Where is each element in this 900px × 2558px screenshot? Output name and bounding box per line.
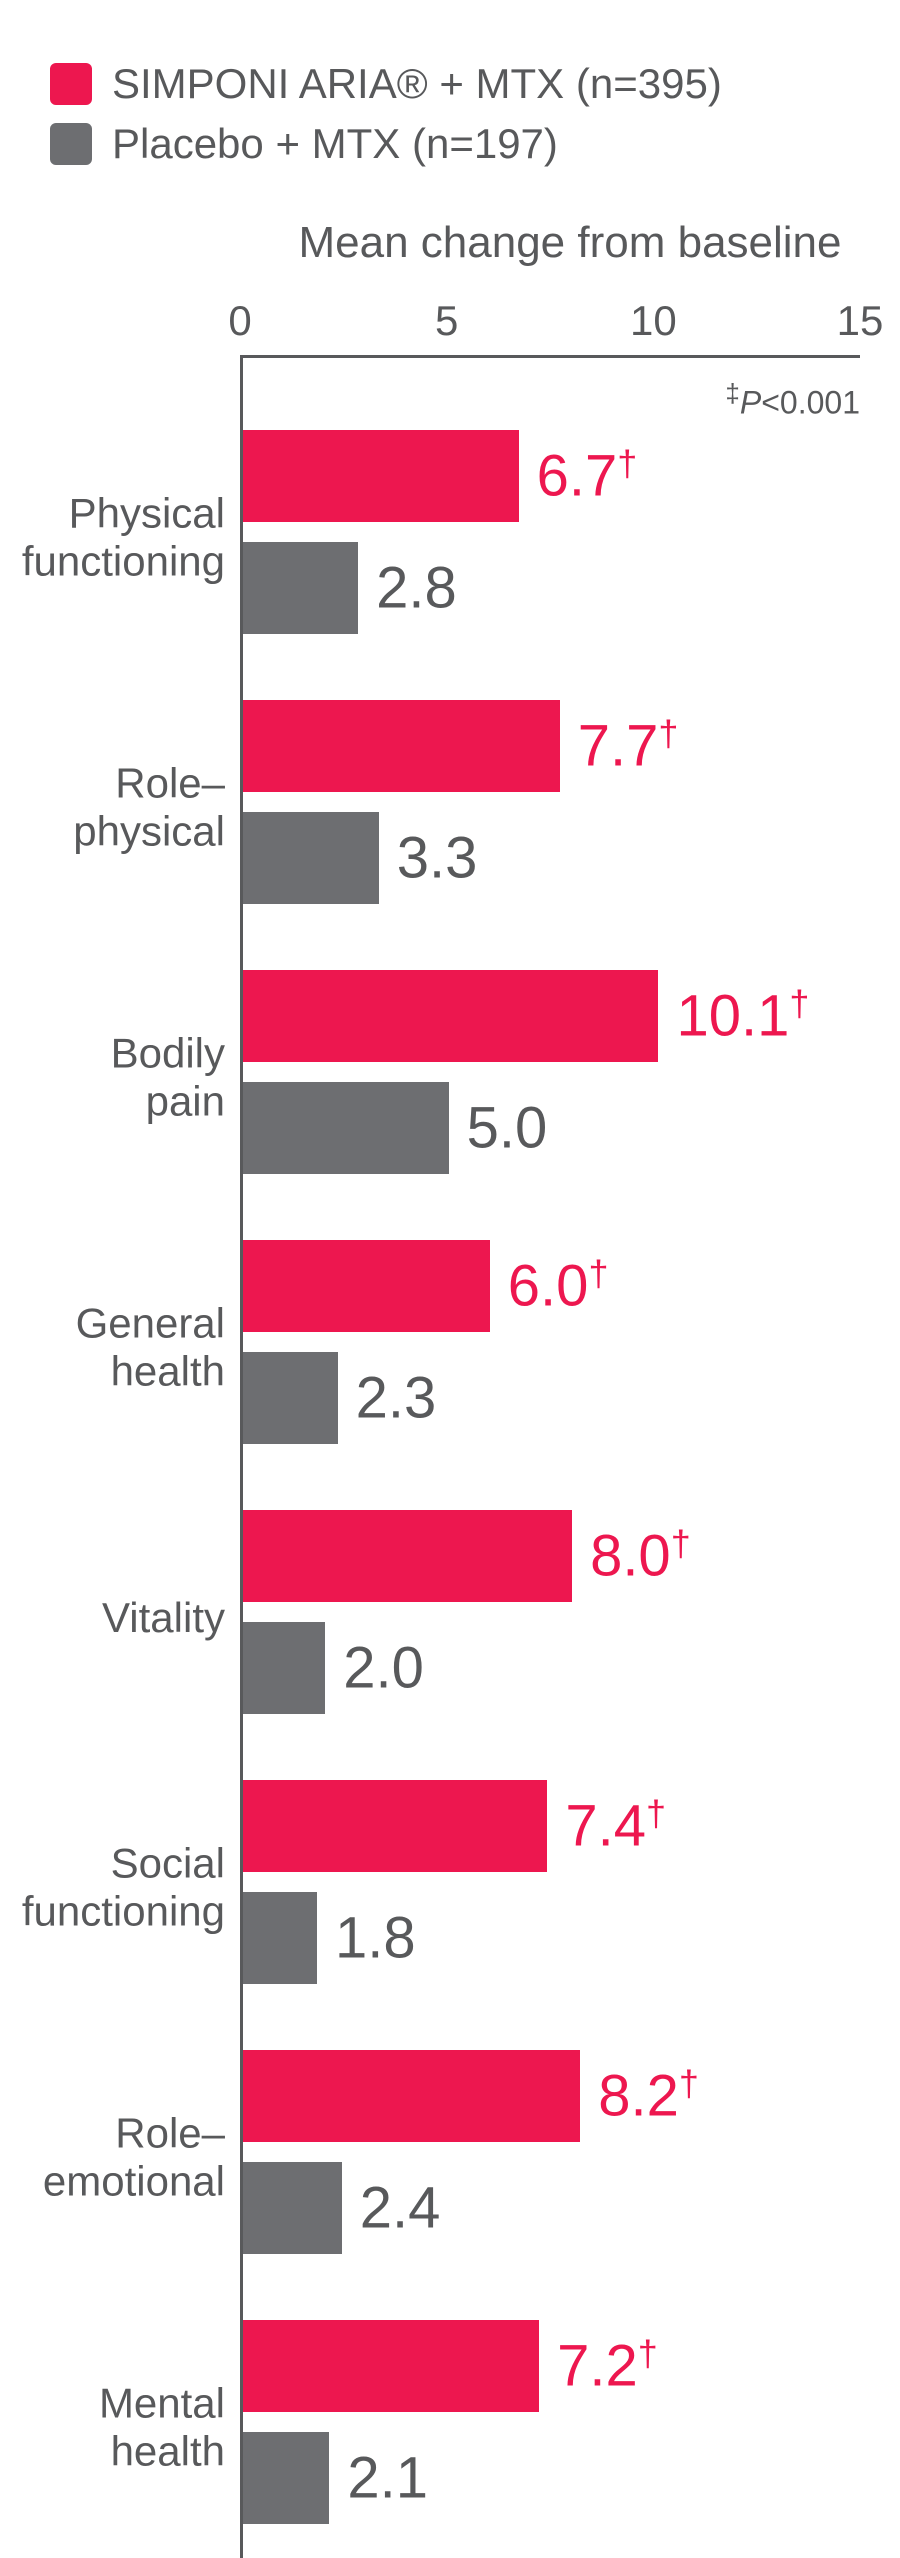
category-label: Bodilypain xyxy=(13,1030,243,1127)
value-label-a: 6.0† xyxy=(490,1252,609,1319)
dagger-symbol: ‡ xyxy=(725,378,739,408)
value-label-b: 5.0 xyxy=(449,1095,548,1162)
legend-swatch-a xyxy=(50,63,92,105)
bar-series-b: 3.3 xyxy=(243,812,379,904)
chart: 051015 ‡P<0.001 Physicalfunctioning6.7†2… xyxy=(0,278,900,2558)
legend: SIMPONI ARIA® + MTX (n=395) Placebo + MT… xyxy=(0,0,900,168)
value-label-a: 7.2† xyxy=(539,2332,658,2399)
bar-group: Role–emotional8.2†2.4 xyxy=(243,2038,860,2278)
p-letter: P xyxy=(740,385,761,421)
value-label-a: 10.1† xyxy=(658,982,809,1049)
category-label: Role–physical xyxy=(13,760,243,857)
bar-series-a: 8.0† xyxy=(243,1510,572,1602)
bar-series-a: 6.0† xyxy=(243,1240,490,1332)
bar-series-a: 7.4† xyxy=(243,1780,547,1872)
p-value-text: <0.001 xyxy=(761,385,860,421)
bar-series-b: 2.4 xyxy=(243,2162,342,2254)
legend-item-series-a: SIMPONI ARIA® + MTX (n=395) xyxy=(50,60,900,108)
legend-label-b: Placebo + MTX (n=197) xyxy=(112,120,558,168)
value-label-a: 8.2† xyxy=(580,2062,699,2129)
bar-series-a: 10.1† xyxy=(243,970,658,1062)
bar-group: Role–physical7.7†3.3 xyxy=(243,688,860,928)
bar-series-a: 8.2† xyxy=(243,2050,580,2142)
value-label-a: 7.4† xyxy=(547,1792,666,1859)
bar-group: Physicalfunctioning6.7†2.8 xyxy=(243,418,860,658)
axis-tick-label: 0 xyxy=(228,297,251,345)
category-label: Mentalhealth xyxy=(13,2380,243,2477)
value-label-b: 3.3 xyxy=(379,825,478,892)
bar-series-a: 6.7† xyxy=(243,430,519,522)
category-label: Socialfunctioning xyxy=(13,1840,243,1937)
bar-series-a: 7.7† xyxy=(243,700,560,792)
bar-series-b: 1.8 xyxy=(243,1892,317,1984)
chart-title: Mean change from baseline xyxy=(0,218,900,268)
category-label: Generalhealth xyxy=(13,1300,243,1397)
plot-area: ‡P<0.001 Physicalfunctioning6.7†2.8Role–… xyxy=(240,358,860,2558)
bar-group: Generalhealth6.0†2.3 xyxy=(243,1228,860,1468)
value-label-a: 7.7† xyxy=(560,712,679,779)
bar-series-a: 7.2† xyxy=(243,2320,539,2412)
value-label-b: 1.8 xyxy=(317,1905,416,1972)
category-label: Physicalfunctioning xyxy=(13,490,243,587)
bar-series-b: 2.3 xyxy=(243,1352,338,1444)
value-label-b: 2.4 xyxy=(342,2175,441,2242)
value-label-b: 2.8 xyxy=(358,555,457,622)
value-label-a: 8.0† xyxy=(572,1522,691,1589)
legend-swatch-b xyxy=(50,123,92,165)
bar-series-b: 5.0 xyxy=(243,1082,449,1174)
category-label: Role–emotional xyxy=(13,2110,243,2207)
legend-label-a: SIMPONI ARIA® + MTX (n=395) xyxy=(112,60,722,108)
value-label-a: 6.7† xyxy=(519,442,638,509)
value-label-b: 2.1 xyxy=(329,2445,428,2512)
p-value-note: ‡P<0.001 xyxy=(725,378,860,422)
axis-tick-label: 5 xyxy=(435,297,458,345)
bar-series-b: 2.8 xyxy=(243,542,358,634)
x-axis: 051015 xyxy=(240,278,860,358)
bar-group: Mentalhealth7.2†2.1 xyxy=(243,2308,860,2548)
bar-series-b: 2.0 xyxy=(243,1622,325,1714)
bar-series-b: 2.1 xyxy=(243,2432,329,2524)
bar-group: Vitality8.0†2.0 xyxy=(243,1498,860,1738)
bar-group: Bodilypain10.1†5.0 xyxy=(243,958,860,1198)
value-label-b: 2.0 xyxy=(325,1635,424,1702)
bar-group: Socialfunctioning7.4†1.8 xyxy=(243,1768,860,2008)
legend-item-series-b: Placebo + MTX (n=197) xyxy=(50,120,900,168)
axis-tick-label: 15 xyxy=(837,297,884,345)
category-label: Vitality xyxy=(13,1594,243,1642)
axis-tick-label: 10 xyxy=(630,297,677,345)
value-label-b: 2.3 xyxy=(338,1365,437,1432)
